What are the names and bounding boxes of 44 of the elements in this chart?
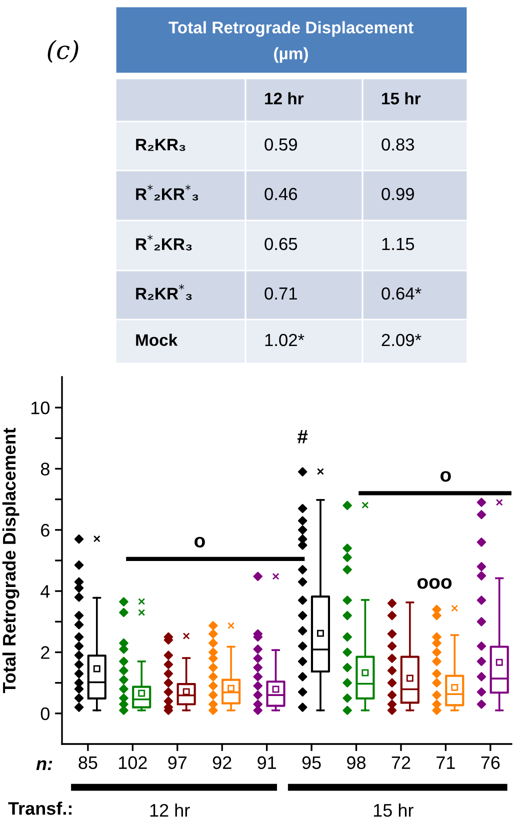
annotation: o (440, 471, 451, 482)
y-tick-label: 6 (41, 524, 50, 537)
y-tick-label: 8 (40, 462, 50, 476)
text: 0.59 (264, 138, 297, 151)
category-label: R$^{*}$₂KR₃ (136, 234, 192, 250)
category-label: R$^{*}$₂KR$^{*}$₃ (136, 184, 198, 200)
text: (c) (48, 40, 78, 63)
y-tick-label: 4 (40, 585, 50, 598)
x-tick-label: 71 (436, 756, 455, 769)
annotation: o (194, 536, 205, 548)
annotation: ooo (417, 578, 452, 589)
x-tick-label: 76 (481, 756, 500, 770)
text: n: (36, 760, 52, 770)
x-tick-label: 95 (302, 756, 321, 770)
text: 0.46 (264, 188, 298, 200)
y-tick-label: 2 (41, 646, 50, 659)
text: 15 hr (374, 803, 414, 817)
x-tick-label: 85 (78, 756, 98, 770)
x-tick-label: 92 (212, 756, 232, 770)
text: 0.65 (264, 238, 298, 250)
x-tick-label: 72 (392, 756, 410, 769)
text: 2.09* (382, 334, 422, 346)
category-label: Mock (136, 334, 178, 346)
x-tick-label: 97 (168, 756, 187, 770)
category-label: R₂KR₃ (136, 138, 186, 151)
x-tick-label: 102 (118, 756, 147, 770)
text: 12 hr (150, 803, 190, 817)
text: 0.64* (382, 287, 422, 300)
text: 1.15 (382, 238, 414, 250)
text: 0.83 (382, 138, 414, 151)
text: Total Retrograde Displacement (µm) (168, 21, 414, 63)
x-tick-label: 91 (258, 756, 276, 770)
text: 1.02* (265, 334, 304, 346)
category-label: R₂KR$^{*}$₃ (136, 284, 192, 300)
x-tick-label: 98 (347, 756, 366, 770)
y-axis-title: Total Retrograde Displacement (2, 428, 20, 694)
y-tick-label: 0 (40, 707, 50, 720)
text: 0.71 (264, 287, 297, 300)
annotation: # (298, 430, 308, 444)
text: 0.99 (382, 188, 414, 200)
category-label: 12 hr (265, 92, 304, 104)
category-label: 15 hr (382, 92, 421, 104)
y-tick-label: 10 (31, 402, 50, 414)
text: Transf.: (8, 802, 72, 815)
